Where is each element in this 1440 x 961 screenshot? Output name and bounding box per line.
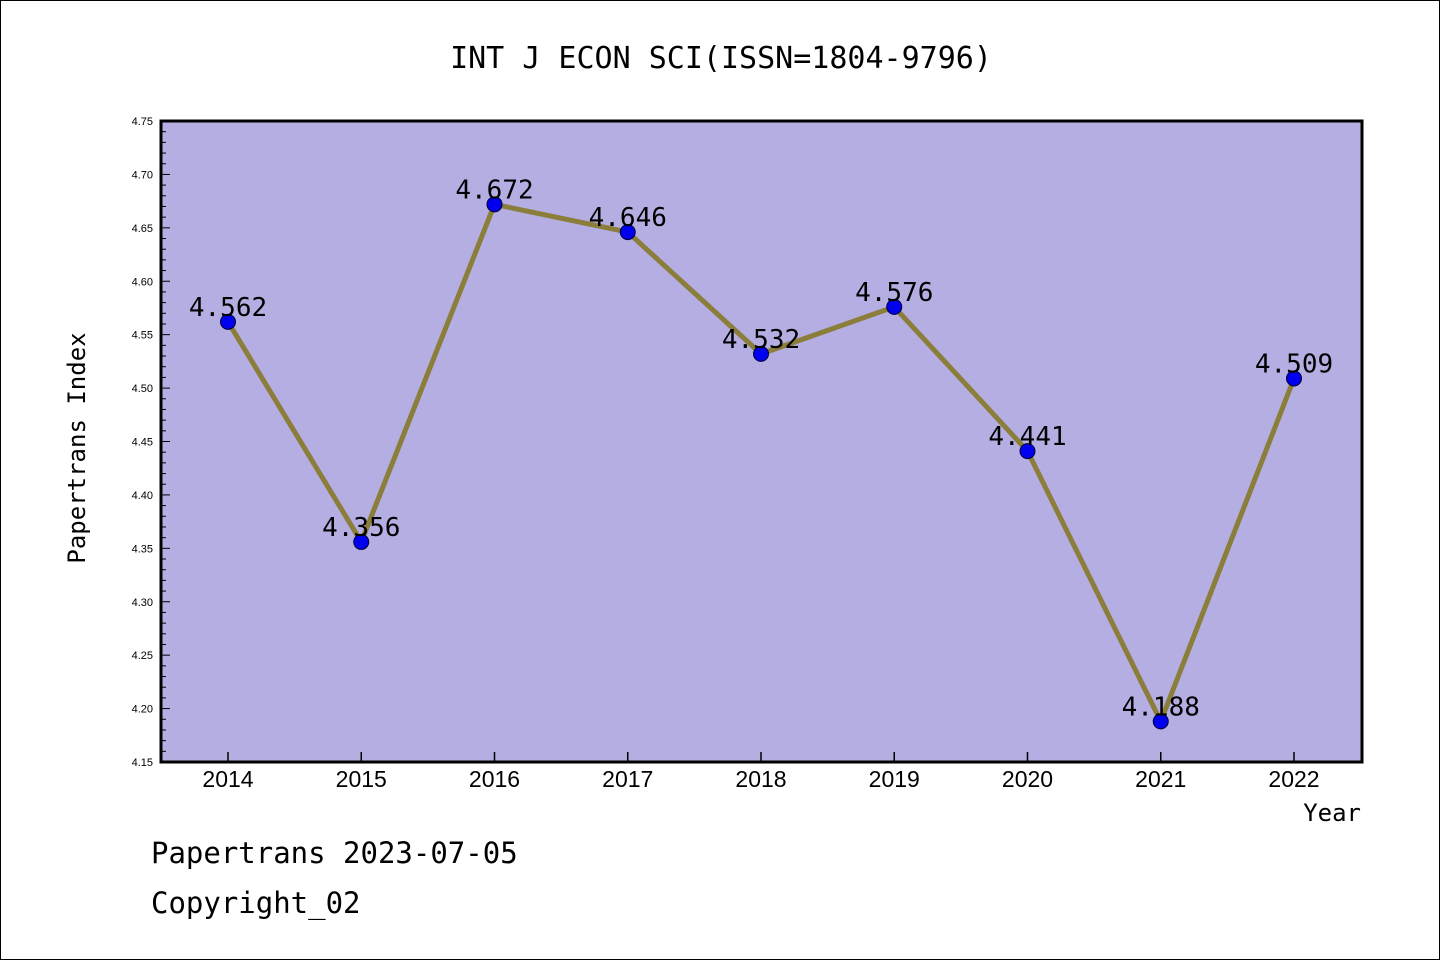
x-axis-ticks: 2014 2015 2016 2017 2018 2019 2020 2021 2022: [202, 752, 1320, 792]
data-point: [1019, 443, 1036, 460]
x-tick-label: 2018: [735, 766, 786, 792]
y-tick-label: 4.15: [132, 757, 153, 769]
plot-area: [159, 119, 1364, 764]
data-point: [886, 298, 903, 315]
data-label: 4.441: [988, 422, 1066, 452]
y-axis-label: Papertrans Index: [63, 332, 91, 563]
data-point: [220, 313, 236, 330]
x-tick-label: 2022: [1268, 766, 1319, 792]
data-label: 4.576: [855, 278, 933, 308]
y-tick-label: 4.30: [132, 597, 153, 609]
data-point: [1152, 713, 1169, 730]
y-tick-label: 4.60: [132, 276, 153, 288]
x-tick-label: 2020: [1002, 766, 1053, 792]
x-tick-label: 2019: [869, 766, 920, 792]
data-label: 4.356: [322, 513, 400, 543]
chart-title: INT J ECON SCI(ISSN=1804-9796): [450, 41, 992, 76]
x-tick-label: 2016: [469, 766, 520, 792]
data-label: 4.532: [722, 325, 800, 355]
footer-date: Papertrans 2023-07-05: [151, 836, 518, 870]
y-tick-label: 4.40: [132, 490, 153, 502]
data-label: 4.646: [589, 203, 667, 233]
series-markers: [220, 196, 1302, 730]
y-axis-ticks: 4.15 4.20 4.25 4.30 4.35 4.40 4.45 4.50 4.55 4.60…: [132, 116, 153, 769]
y-tick-label: 4.75: [132, 116, 153, 128]
y-tick-label: 4.55: [132, 330, 153, 342]
y-tick-label: 4.45: [132, 437, 153, 449]
y-tick-label: 4.50: [132, 383, 153, 395]
data-labels: 4.562 4.356 4.672 4.646 4.532 4.576 4.441 4.188…: [189, 175, 1333, 722]
x-tick-label: 2015: [336, 766, 387, 792]
y-tick-label: 4.20: [132, 704, 153, 716]
data-point: [753, 345, 769, 362]
y-tick-label: 4.35: [132, 543, 153, 555]
data-label: 4.509: [1255, 349, 1333, 379]
x-axis-label: Year: [1303, 799, 1361, 827]
data-point: [1286, 370, 1302, 387]
x-tick-label: 2014: [202, 766, 253, 792]
data-label: 4.562: [189, 293, 267, 323]
x-tick-label: 2021: [1135, 766, 1186, 792]
data-point: [619, 224, 636, 241]
data-label: 4.188: [1122, 692, 1200, 722]
x-tick-label: 2017: [602, 766, 653, 792]
data-label: 4.672: [455, 175, 533, 205]
data-point: [353, 533, 370, 550]
data-point: [486, 196, 503, 213]
y-tick-label: 4.25: [132, 650, 153, 662]
footer-copyright: Copyright_02: [151, 886, 361, 920]
y-tick-label: 4.65: [132, 223, 153, 235]
y-tick-label: 4.70: [132, 169, 153, 181]
y-minor-ticks: [161, 120, 170, 763]
